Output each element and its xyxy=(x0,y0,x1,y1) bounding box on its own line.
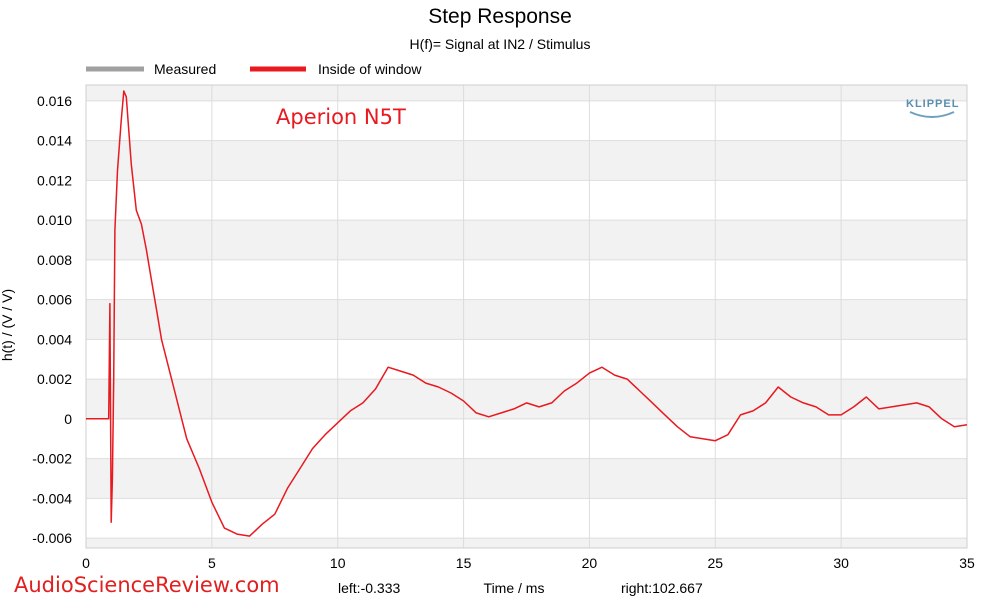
y-tick-label: 0.002 xyxy=(37,371,72,387)
window-right-readout: right:102.667 xyxy=(621,580,703,596)
speaker-name-annotation: Aperion N5T xyxy=(276,105,406,129)
y-tick-label: 0.014 xyxy=(37,133,72,149)
grid-band xyxy=(86,458,967,499)
x-tick-label: 0 xyxy=(82,555,90,571)
y-tick-label: 0.012 xyxy=(37,172,72,188)
y-tick-label: -0.006 xyxy=(32,530,72,546)
x-tick-label: 30 xyxy=(833,555,849,571)
legend-label-inside-window: Inside of window xyxy=(318,61,422,77)
legend-label-measured: Measured xyxy=(154,61,216,77)
x-axis-label: Time / ms xyxy=(484,580,545,596)
legend: Measured Inside of window xyxy=(86,61,422,77)
grid-band xyxy=(86,140,967,181)
x-tick-label: 25 xyxy=(707,555,723,571)
klippel-logo-text: KLIPPEL xyxy=(906,98,959,110)
chart-title: Step Response xyxy=(428,5,572,28)
site-watermark: AudioScienceReview.com xyxy=(14,573,280,597)
grid-band xyxy=(86,538,967,548)
grid-band xyxy=(86,299,967,340)
y-tick-label: 0.008 xyxy=(37,252,72,268)
x-tick-label: 20 xyxy=(582,555,598,571)
y-axis-label: h(t) / (V / V) xyxy=(0,289,15,361)
chart-subtitle: H(f)= Signal at IN2 / Stimulus xyxy=(410,36,591,52)
grid-band xyxy=(86,220,967,260)
y-tick-label: 0.006 xyxy=(37,292,72,308)
y-tick-label: 0.016 xyxy=(37,93,72,109)
x-tick-label: 10 xyxy=(330,555,346,571)
x-tick-label: 5 xyxy=(208,555,216,571)
y-tick-label: 0.010 xyxy=(37,212,72,228)
y-tick-label: -0.004 xyxy=(32,490,72,506)
klippel-logo-swoosh xyxy=(909,111,955,118)
x-tick-label: 15 xyxy=(456,555,472,571)
klippel-logo: KLIPPEL xyxy=(906,98,959,118)
y-tick-label: 0 xyxy=(64,411,72,427)
plot-area xyxy=(85,84,968,549)
x-tick-label: 35 xyxy=(959,555,975,571)
plot-border xyxy=(85,84,968,549)
window-left-readout: left:-0.333 xyxy=(338,580,400,596)
grid-band xyxy=(86,379,967,419)
y-tick-label: 0.004 xyxy=(37,331,72,347)
y-tick-label: -0.002 xyxy=(32,451,72,467)
grid-band xyxy=(86,85,967,101)
x-axis-ticks: 0 5 10 15 20 25 30 35 xyxy=(82,555,975,571)
y-axis-ticks: -0.006 -0.004 -0.002 0 0.002 0.004 0.006 0.008 0… xyxy=(32,93,72,546)
series-line-inside-of-window xyxy=(86,90,968,537)
